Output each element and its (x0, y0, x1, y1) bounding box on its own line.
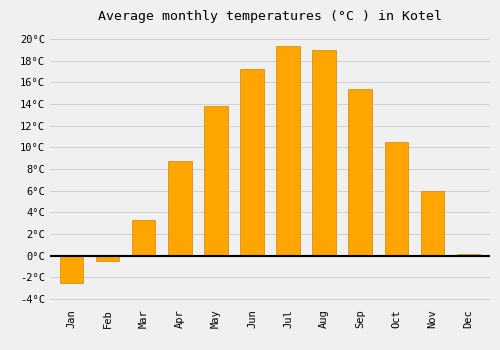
Bar (132, 220, 156, 256)
Bar (240, 69, 264, 256)
Bar (348, 89, 372, 256)
Bar (420, 191, 444, 256)
Title: Average monthly temperatures (°C ) in Kotel: Average monthly temperatures (°C ) in Ko… (98, 10, 442, 23)
Bar (60, 256, 84, 283)
Bar (456, 253, 480, 256)
Bar (276, 47, 300, 256)
Bar (384, 142, 408, 256)
Bar (168, 161, 192, 256)
Bar (312, 50, 336, 256)
Bar (204, 106, 228, 256)
Bar (96, 256, 120, 261)
